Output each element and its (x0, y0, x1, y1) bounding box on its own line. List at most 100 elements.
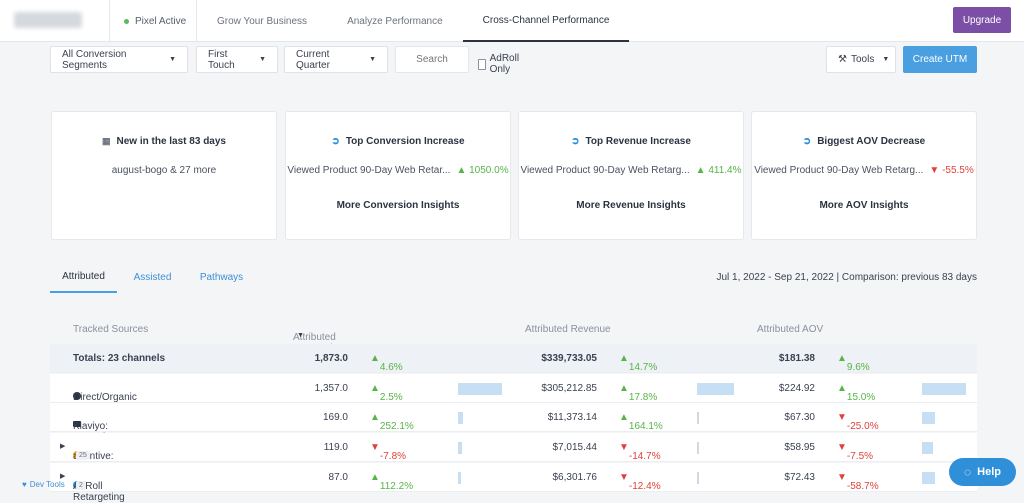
change-value: 15.0% (846, 392, 876, 403)
row-aov: $72.43 (784, 472, 815, 483)
conversion-bar (458, 442, 462, 454)
row-revenue: $305,212.85 (541, 383, 597, 394)
period-dropdown[interactable]: Current Quarter ▼ (284, 46, 388, 73)
more-revenue-insights-link[interactable]: More Revenue Insights (576, 200, 686, 211)
change-value: 164.1% (628, 421, 663, 432)
increase-change: ▲ 411.4% (696, 165, 742, 176)
help-label: Help (977, 466, 1001, 478)
tools-dropdown[interactable]: ⚒ Tools ▼ (826, 46, 896, 73)
tab-attributed[interactable]: Attributed (50, 262, 117, 293)
expand-arrow-icon[interactable]: ▶ (60, 443, 66, 450)
tab-analyze-performance[interactable]: Analyze Performance (347, 15, 443, 27)
aov-bar (922, 442, 933, 454)
table-row[interactable]: Direct/Organic 1,357.0 ▲ 2.5% $305,212.8… (50, 374, 977, 403)
card-body-text: Viewed Product 90-Day Web Retarg... (754, 165, 924, 176)
insight-card-new: ▦ New in the last 83 days august-bogo & … (51, 111, 277, 240)
card-change-value: 1050.0% (469, 165, 509, 176)
search-input[interactable] (395, 46, 469, 73)
insight-card-body: Viewed Product 90-Day Web Retarg... ▲ 41… (519, 165, 743, 176)
adroll-logo-icon: ➲ (571, 136, 580, 147)
table-header: Tracked Sources Attributed Conversions▼ … (50, 316, 977, 354)
row-rev-change: ▲ 17.8% (619, 383, 658, 403)
row-aov: $58.95 (784, 442, 815, 453)
change-value: -7.5% (846, 451, 874, 462)
change-value: 112.2% (379, 481, 414, 492)
upgrade-button[interactable]: Upgrade (953, 7, 1011, 33)
segment-dropdown[interactable]: All Conversion Segments ▼ (50, 46, 188, 73)
tab-cross-channel-performance[interactable]: Cross-Channel Performance (462, 0, 630, 42)
dev-tools-link[interactable]: ♥ Dev Tools (22, 480, 65, 489)
table-row[interactable]: ▶ AdRoll Retargeting 2 87.0 ▲ 112.2% $6,3… (50, 463, 977, 503)
header-attributed-aov[interactable]: Attributed AOV (757, 324, 824, 335)
adroll-only-checkbox[interactable]: AdRoll Only (478, 53, 522, 75)
heart-icon: ♥ (22, 480, 27, 489)
create-utm-button[interactable]: Create UTM (903, 46, 977, 73)
change-value: -58.7% (846, 481, 879, 492)
main-tabs: Grow Your Business Analyze Performance C… (196, 0, 630, 42)
tools-icon: ⚒ (838, 54, 847, 65)
change-value: -25.0% (846, 421, 879, 432)
tab-pathways[interactable]: Pathways (199, 272, 244, 283)
insight-card-conversion: ➲ Top Conversion Increase Viewed Product… (285, 111, 511, 240)
pixel-status: Pixel Active (109, 0, 186, 42)
row-revenue: $339,733.05 (541, 353, 597, 364)
klaviyo-flag-icon (73, 421, 81, 427)
more-conversion-insights-link[interactable]: More Conversion Insights (336, 200, 460, 211)
card-body-text: Viewed Product 90-Day Web Retar... (287, 165, 451, 176)
row-rev-change: ▼ -14.7% (619, 442, 661, 462)
header-attributed-revenue[interactable]: Attributed Revenue (525, 324, 611, 335)
row-revenue: $7,015.44 (552, 442, 598, 453)
pixel-status-label: Pixel Active (135, 15, 187, 27)
row-conversions: 87.0 (328, 472, 348, 483)
chat-bubble-icon: ◌ (964, 465, 972, 479)
row-rev-change: ▲ 164.1% (619, 412, 663, 432)
tab-assisted[interactable]: Assisted (133, 272, 172, 283)
header-tracked-sources[interactable]: Tracked Sources (73, 324, 149, 335)
expand-arrow-icon[interactable]: ▶ (60, 473, 66, 480)
touch-dropdown[interactable]: First Touch ▼ (196, 46, 278, 73)
change-value: 2.5% (379, 392, 403, 403)
insight-card-body: Viewed Product 90-Day Web Retar... ▲ 105… (286, 165, 510, 176)
insight-card-body: Viewed Product 90-Day Web Retarg... ▼ -5… (752, 165, 976, 176)
card-body-text[interactable]: august-bogo & 27 more (111, 165, 217, 176)
segment-dropdown-label: All Conversion Segments (62, 48, 127, 71)
checkbox-box[interactable] (478, 58, 486, 70)
help-button[interactable]: ◌ Help (949, 458, 1016, 486)
row-conversions: 1,357.0 (314, 383, 348, 394)
row-rev-change: ▼ -12.4% (619, 472, 661, 492)
aov-bar (922, 383, 966, 395)
row-conv-change: ▲ 112.2% (370, 472, 414, 492)
row-rev-change: ▲ 14.7% (619, 353, 658, 373)
count-badge: 2 (76, 481, 86, 490)
tools-dropdown-label: Tools (850, 54, 875, 65)
card-body-text: Viewed Product 90-Day Web Retarg... (520, 165, 690, 176)
conversion-bar (458, 472, 461, 484)
conversion-bar (458, 412, 463, 424)
more-aov-insights-link[interactable]: More AOV Insights (819, 200, 909, 211)
card-title-text: Top Revenue Increase (585, 136, 691, 147)
increase-change: ▲ 1050.0% (456, 165, 508, 176)
revenue-bar (697, 412, 699, 424)
table-row[interactable]: Klaviyo: campaign 169.0 ▲ 252.1% $11,373… (50, 403, 977, 443)
dev-tools-label: Dev Tools (29, 480, 65, 489)
row-aov-change: ▲ 15.0% (837, 383, 876, 403)
top-navbar: Pixel Active Grow Your Business Analyze … (0, 0, 1024, 42)
card-change-value: 411.4% (708, 165, 742, 176)
revenue-bar (697, 472, 699, 484)
tab-grow-your-business[interactable]: Grow Your Business (217, 15, 308, 27)
insight-card-title: ➲ Top Conversion Increase (286, 136, 510, 147)
row-conversions: 119.0 (323, 442, 348, 453)
adroll-logo-icon: ➲ (331, 136, 340, 147)
chevron-down-icon: ▼ (882, 56, 890, 63)
calendar-icon: ▦ (101, 136, 111, 146)
row-conversions: 169.0 (322, 412, 348, 423)
touch-dropdown-label: First Touch (208, 48, 235, 71)
row-aov: $67.30 (784, 412, 815, 423)
count-badge: 25 (76, 451, 90, 460)
table-row[interactable]: ▶ attentive: text25 119.0 ▼ -7.8% $7,015… (50, 433, 977, 473)
sort-down-icon: ▼ (297, 332, 304, 339)
change-value: 9.6% (846, 362, 870, 373)
attribution-tabs: Attributed Assisted Pathways (50, 262, 257, 293)
caret-up-icon: ▲ (695, 165, 706, 176)
change-value: 4.6% (379, 362, 403, 373)
